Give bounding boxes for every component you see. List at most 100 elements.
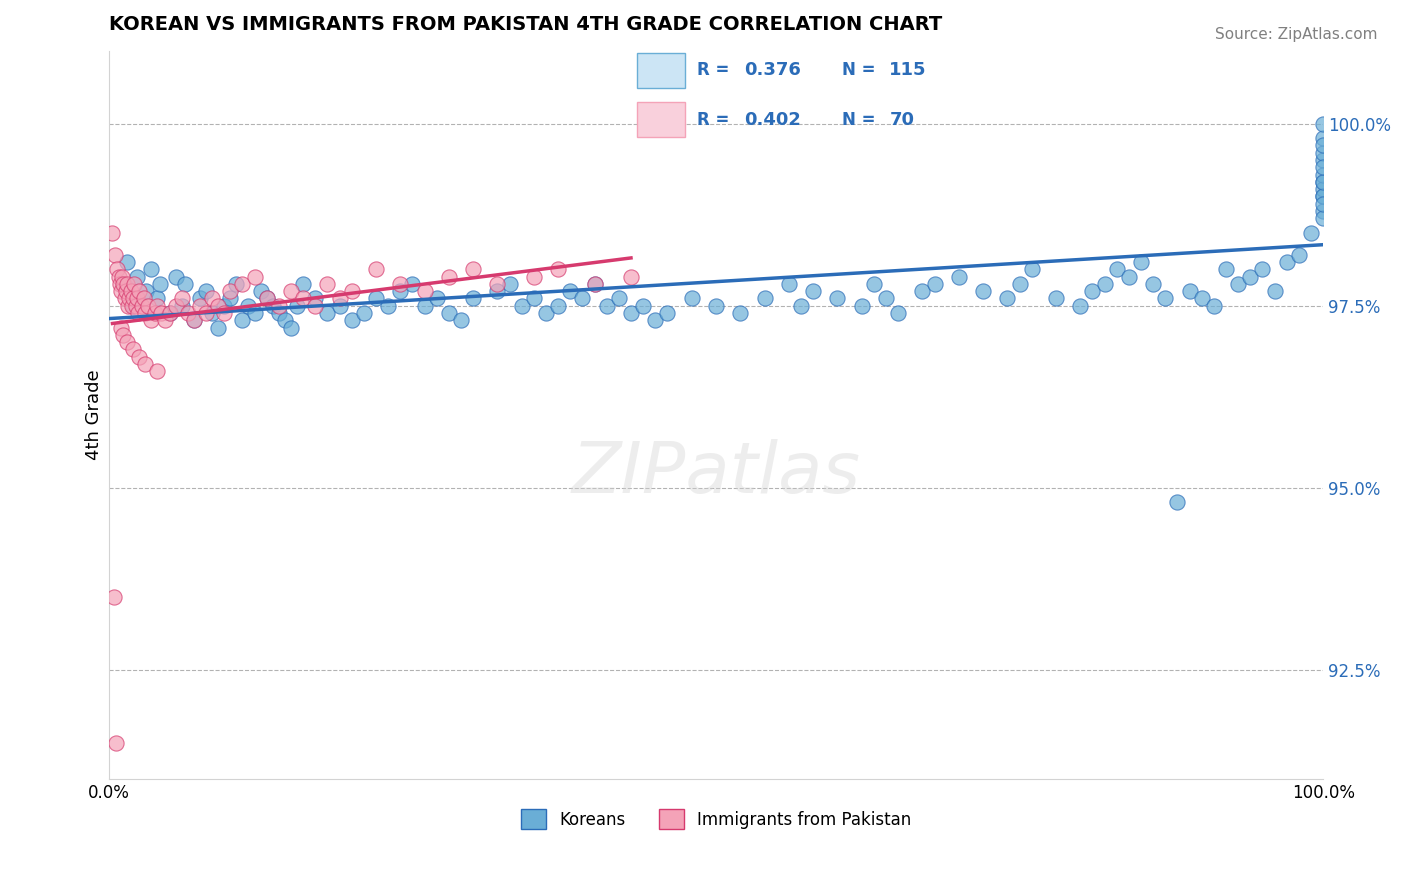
Point xyxy=(620,269,643,284)
Point xyxy=(225,277,247,291)
Point xyxy=(1275,255,1298,269)
Point xyxy=(596,299,619,313)
Point xyxy=(911,284,934,298)
Point xyxy=(644,313,666,327)
Legend: Koreans, Immigrants from Pakistan: Koreans, Immigrants from Pakistan xyxy=(515,803,918,836)
Point xyxy=(304,292,326,306)
Point xyxy=(165,269,187,284)
Point xyxy=(136,299,159,313)
Point xyxy=(112,327,135,342)
Point xyxy=(790,299,813,313)
Point xyxy=(316,306,339,320)
Point xyxy=(110,284,132,298)
Point xyxy=(105,735,128,749)
Point xyxy=(1312,117,1334,131)
Point xyxy=(120,284,142,298)
Point xyxy=(267,306,290,320)
Point xyxy=(188,292,211,306)
Point xyxy=(108,277,131,291)
Point xyxy=(115,284,138,298)
Point xyxy=(1178,284,1201,298)
Point xyxy=(1312,189,1334,203)
Point xyxy=(292,277,315,291)
Point xyxy=(364,262,387,277)
Point xyxy=(560,284,582,298)
Point xyxy=(146,292,169,306)
Point xyxy=(754,292,776,306)
Point xyxy=(1202,299,1225,313)
Point xyxy=(426,292,449,306)
Point xyxy=(1299,226,1322,240)
Text: R =: R = xyxy=(696,111,735,128)
Point xyxy=(256,292,278,306)
Point xyxy=(534,306,557,320)
Point xyxy=(1239,269,1261,284)
Point xyxy=(128,350,150,364)
Point xyxy=(571,292,593,306)
Point xyxy=(1312,145,1334,160)
Point xyxy=(498,277,520,291)
Point xyxy=(274,313,297,327)
Point xyxy=(389,277,412,291)
Point xyxy=(353,306,375,320)
Point xyxy=(1312,175,1334,189)
Point xyxy=(1312,189,1334,203)
Point xyxy=(146,364,169,378)
Point xyxy=(1227,277,1250,291)
Point xyxy=(887,306,910,320)
Point xyxy=(1118,269,1140,284)
Point xyxy=(340,284,363,298)
Point xyxy=(141,313,163,327)
Bar xyxy=(637,103,685,137)
Point xyxy=(115,334,138,349)
Point xyxy=(249,284,271,298)
Point xyxy=(875,292,897,306)
Point xyxy=(159,306,181,320)
Point xyxy=(377,299,399,313)
Point xyxy=(316,277,339,291)
Point xyxy=(340,313,363,327)
Point xyxy=(121,299,143,313)
Point xyxy=(231,313,253,327)
Point xyxy=(583,277,606,291)
Point xyxy=(1094,277,1116,291)
Point xyxy=(437,306,460,320)
Point xyxy=(219,292,242,306)
Point xyxy=(135,284,157,298)
Point xyxy=(1312,204,1334,219)
Point xyxy=(924,277,946,291)
Point xyxy=(170,299,193,313)
Point xyxy=(111,269,134,284)
Point xyxy=(704,299,727,313)
Point xyxy=(122,292,145,306)
Point xyxy=(146,299,169,313)
Text: 70: 70 xyxy=(890,111,914,128)
Point xyxy=(801,284,824,298)
Point xyxy=(401,277,423,291)
Point xyxy=(1105,262,1128,277)
Point xyxy=(117,299,139,313)
Point xyxy=(177,306,200,320)
Point xyxy=(583,277,606,291)
Point xyxy=(1166,495,1188,509)
Point xyxy=(997,292,1019,306)
Point xyxy=(1264,284,1286,298)
Point xyxy=(389,284,412,298)
Point xyxy=(1081,284,1104,298)
Point xyxy=(304,299,326,313)
Point xyxy=(174,277,197,291)
Point xyxy=(219,284,242,298)
Text: N =: N = xyxy=(842,111,882,128)
Point xyxy=(285,299,308,313)
Point xyxy=(115,255,138,269)
Point xyxy=(1215,262,1237,277)
Point xyxy=(280,320,302,334)
Point xyxy=(547,299,569,313)
Point xyxy=(134,357,156,371)
Text: ZIPatlas: ZIPatlas xyxy=(571,439,860,508)
Point xyxy=(1251,262,1274,277)
Point xyxy=(851,299,873,313)
Point xyxy=(1312,138,1334,153)
Point xyxy=(486,284,509,298)
Point xyxy=(547,262,569,277)
